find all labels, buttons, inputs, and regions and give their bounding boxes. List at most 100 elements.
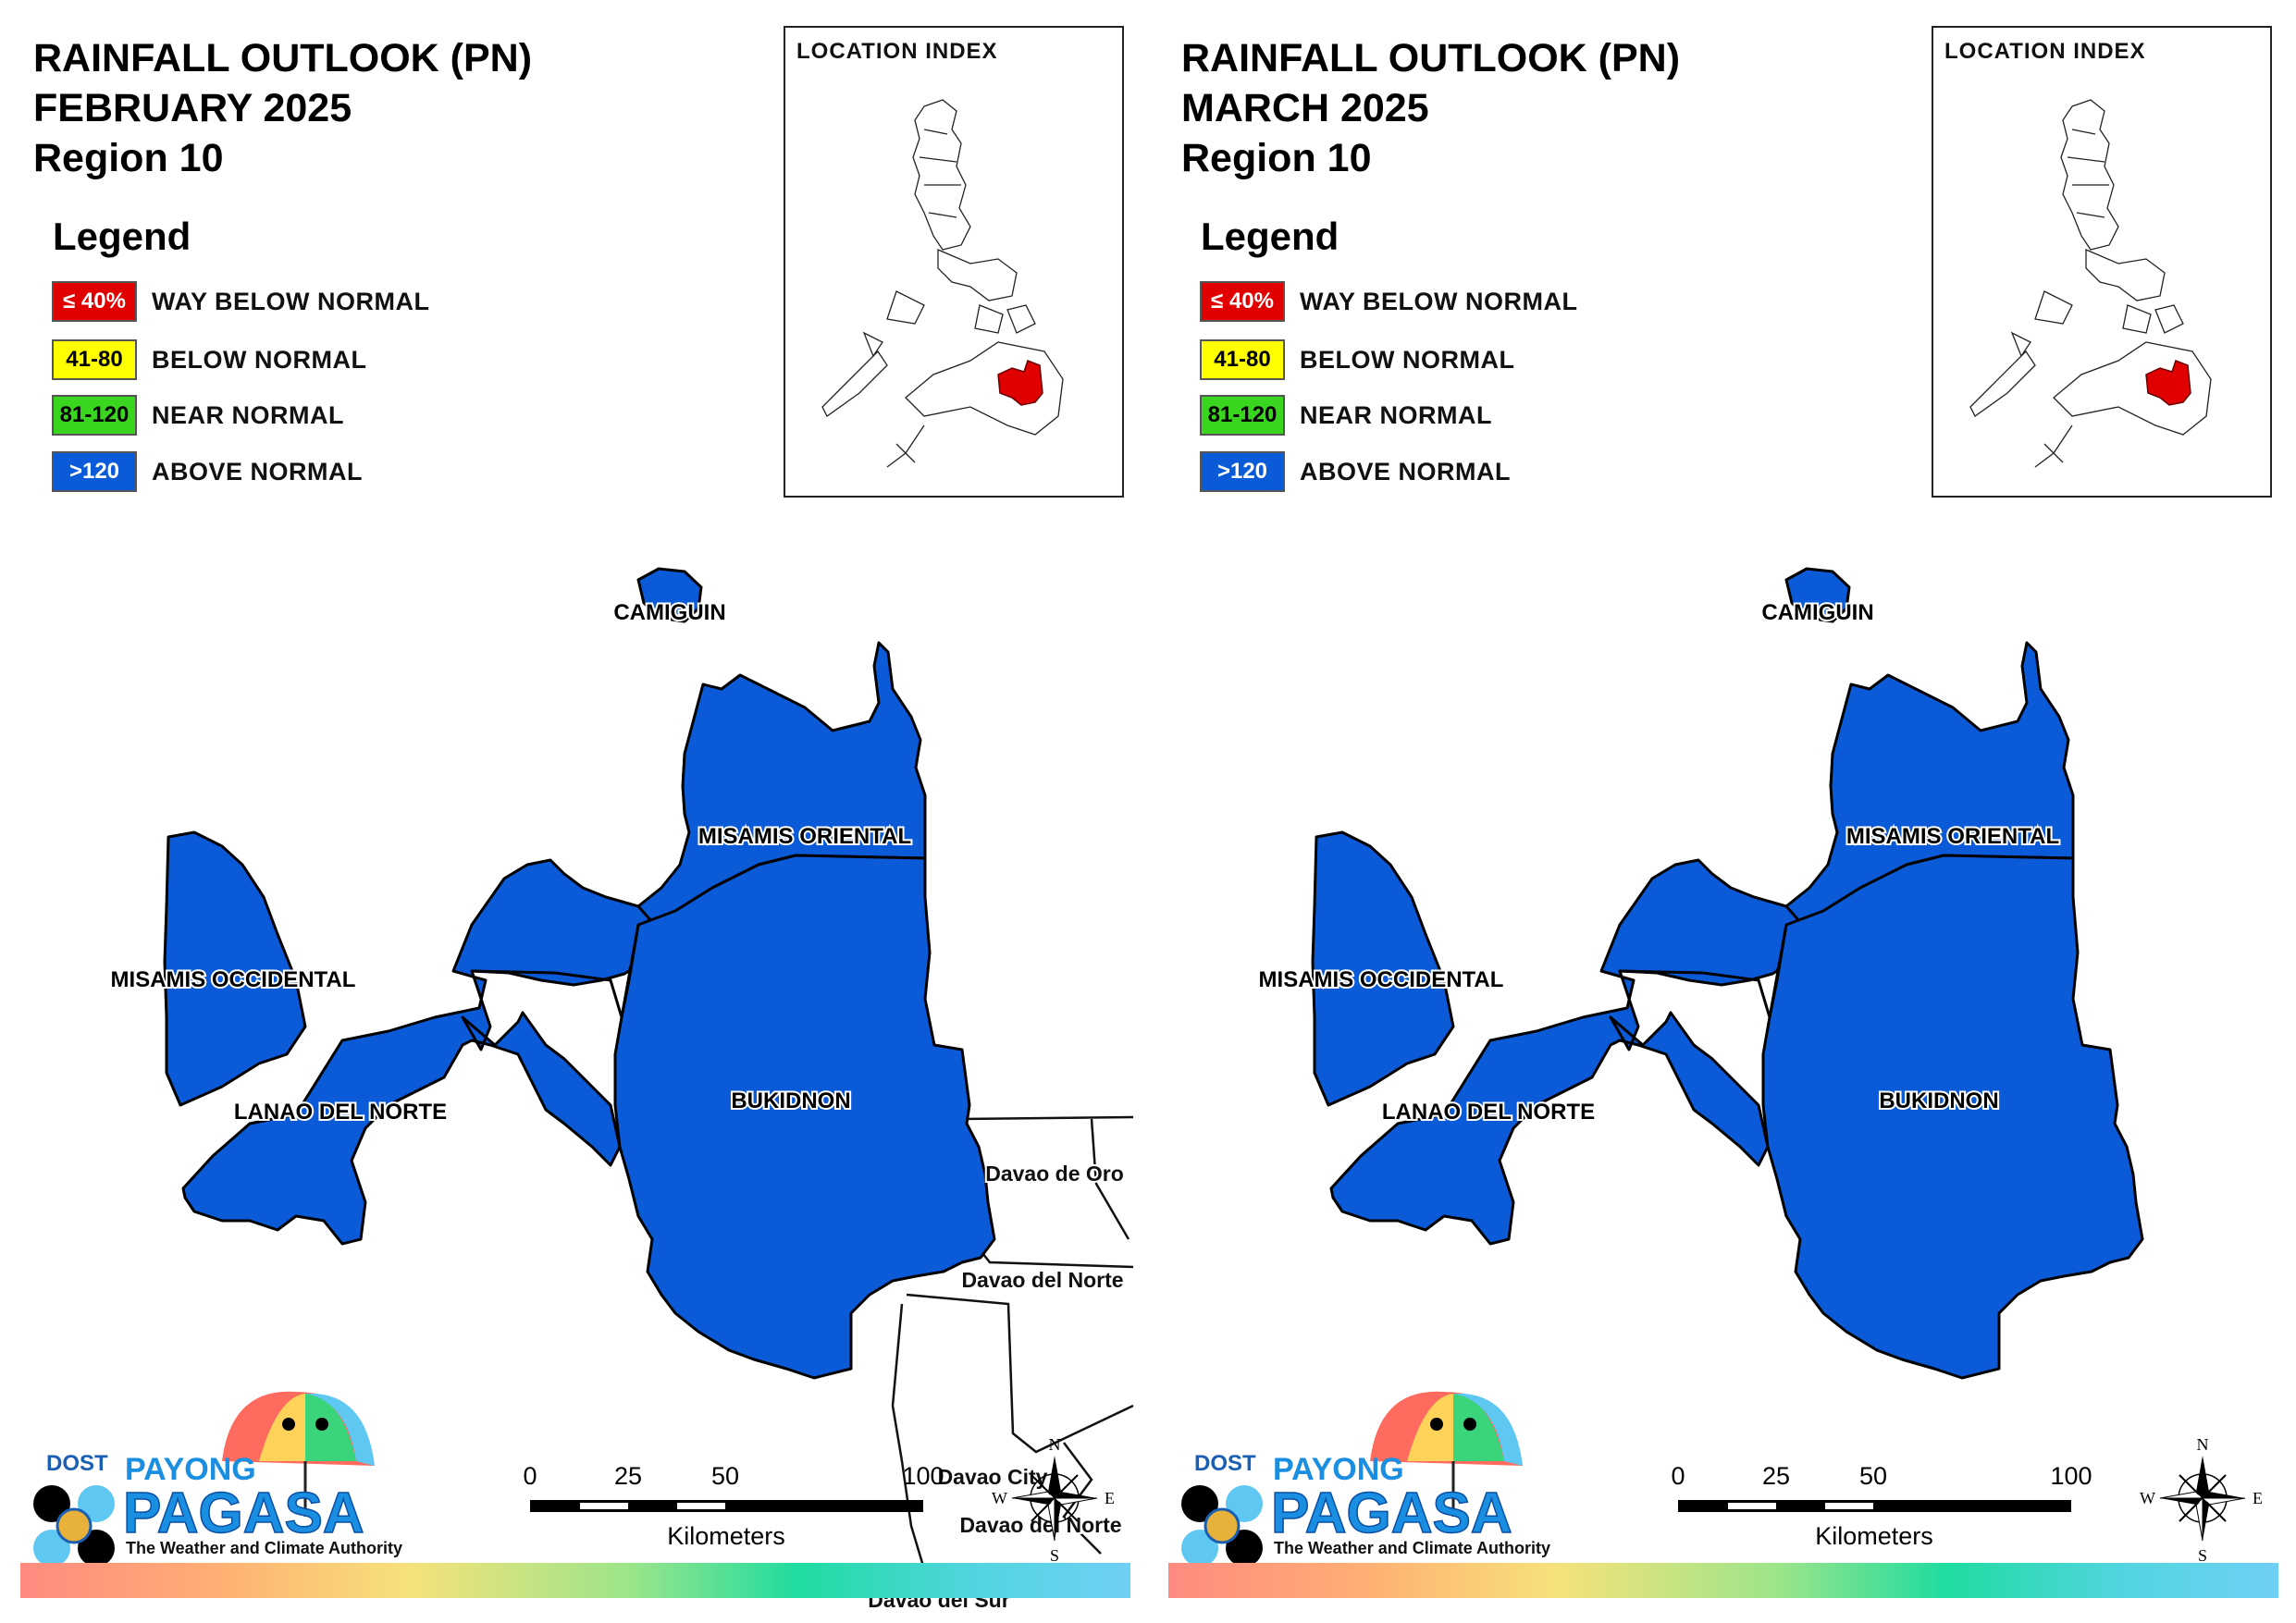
logo-payong: PAYONG xyxy=(125,1452,256,1487)
scale-unit: Kilometers xyxy=(1815,1522,1933,1550)
location-index-inset: LOCATION INDEX xyxy=(1932,26,2272,498)
legend-swatch: ≤ 40% xyxy=(52,281,137,322)
svg-text:S: S xyxy=(1050,1546,1059,1565)
philippines-inset-map xyxy=(821,99,1064,468)
legend-heading: Legend xyxy=(1201,215,1339,258)
location-index-title: LOCATION INDEX xyxy=(796,39,998,64)
legend-swatch: 41-80 xyxy=(1200,339,1285,380)
label-misamis-occidental: MISAMIS OCCIDENTAL xyxy=(1259,967,1504,992)
province-labels: CAMIGUIN MISAMIS ORIENTAL MISAMIS OCCIDE… xyxy=(109,598,914,1126)
label-davao-city: Davao City xyxy=(938,1465,1048,1489)
logo-tagline: The Weather and Climate Authority xyxy=(1274,1539,1550,1557)
province-shapes xyxy=(1311,567,2144,1380)
svg-text:E: E xyxy=(2253,1489,2263,1507)
logo-dost: DOST xyxy=(1194,1451,1256,1476)
scale-tick-100: 100 xyxy=(902,1462,944,1490)
north-arrow-icon: N S E W xyxy=(2140,1435,2263,1565)
legend-item-way-below: ≤ 40% WAY BELOW NORMAL xyxy=(1200,280,1578,323)
bukidnon-shape xyxy=(1761,854,2144,1380)
legend-item-below: 41-80 BELOW NORMAL xyxy=(52,338,366,381)
payong-pagasa-logo: DOST PAYONG PAGASA The Weather and Clima… xyxy=(33,1391,402,1567)
north-arrow-icon: N S E W xyxy=(992,1435,1115,1565)
label-davao-de-oro: Davao de Oro xyxy=(985,1162,1124,1186)
logo-pagasa: PAGASA xyxy=(1271,1482,1512,1545)
province-labels: CAMIGUIN MISAMIS ORIENTAL MISAMIS OCCIDE… xyxy=(1257,598,2062,1126)
svg-text:S: S xyxy=(2198,1546,2207,1565)
payong-pagasa-logo: DOST PAYONG PAGASA The Weather and Clima… xyxy=(1181,1391,1550,1567)
lanao-del-norte-shape xyxy=(181,858,654,1246)
region-10-map: CAMIGUIN MISAMIS ORIENTAL MISAMIS OCCIDE… xyxy=(1181,567,2263,1567)
scale-tick-25: 25 xyxy=(1762,1462,1790,1490)
legend-label: WAY BELOW NORMAL xyxy=(1300,287,1578,315)
scale-bar: 0 25 50 100 Kilometers xyxy=(1671,1462,2092,1550)
legend-label: NEAR NORMAL xyxy=(152,400,344,429)
scale-tick-0: 0 xyxy=(1671,1462,1685,1490)
legend-swatch: 81-120 xyxy=(52,395,137,436)
scale-bar: 0 25 50 100 Kilometers xyxy=(523,1462,944,1550)
legend-label: ABOVE NORMAL xyxy=(152,457,363,486)
location-index-title: LOCATION INDEX xyxy=(1944,39,2146,64)
bukidnon-shape xyxy=(613,854,996,1380)
svg-text:W: W xyxy=(2140,1489,2155,1507)
legend-label: ABOVE NORMAL xyxy=(1300,457,1511,486)
label-camiguin: CAMIGUIN xyxy=(1761,600,1873,625)
location-index-inset: LOCATION INDEX xyxy=(784,26,1124,498)
legend-swatch: >120 xyxy=(52,451,137,492)
legend-item-above: >120 ABOVE NORMAL xyxy=(52,450,363,493)
legend-label: NEAR NORMAL xyxy=(1300,400,1492,429)
logo-payong: PAYONG xyxy=(1273,1452,1404,1487)
region-10-map: CAMIGUIN MISAMIS ORIENTAL MISAMIS OCCIDE… xyxy=(33,567,1134,1614)
camiguin-shape xyxy=(636,567,703,623)
brand-gradient-bar xyxy=(1168,1563,2278,1598)
svg-text:N: N xyxy=(1049,1435,1061,1454)
legend-item-way-below: ≤ 40% WAY BELOW NORMAL xyxy=(52,280,430,323)
map-title: RAINFALL OUTLOOK (PN) MARCH 2025 Region … xyxy=(1181,36,1681,180)
misamis-occidental-shape xyxy=(163,830,307,1107)
label-davao-del-norte: Davao del Norte xyxy=(961,1268,1123,1292)
logo-dost: DOST xyxy=(46,1451,108,1476)
camiguin-shape xyxy=(1784,567,1851,623)
philippines-inset-map xyxy=(1969,99,2212,468)
legend-item-below: 41-80 BELOW NORMAL xyxy=(1200,338,1514,381)
legend-label: BELOW NORMAL xyxy=(152,345,367,374)
misamis-oriental-shape xyxy=(636,641,927,924)
legend-label: BELOW NORMAL xyxy=(1300,345,1515,374)
label-bukidnon: BUKIDNON xyxy=(1879,1088,1998,1113)
label-bukidnon: BUKIDNON xyxy=(731,1088,850,1113)
svg-text:W: W xyxy=(992,1489,1007,1507)
legend-swatch: 41-80 xyxy=(52,339,137,380)
label-misamis-oriental: MISAMIS ORIENTAL xyxy=(1846,824,2059,849)
scale-tick-50: 50 xyxy=(1859,1462,1887,1490)
svg-text:N: N xyxy=(2197,1435,2209,1454)
scale-unit: Kilometers xyxy=(667,1522,785,1550)
scale-tick-25: 25 xyxy=(614,1462,642,1490)
label-misamis-occidental: MISAMIS OCCIDENTAL xyxy=(111,967,356,992)
lanao-del-norte-shape xyxy=(1329,858,1802,1246)
label-misamis-oriental: MISAMIS ORIENTAL xyxy=(698,824,911,849)
outlook-panel-february: RAINFALL OUTLOOK (PN) FEBRUARY 2025 Regi… xyxy=(20,26,1134,1614)
scale-tick-100: 100 xyxy=(2050,1462,2092,1490)
label-davao-del-norte-2: Davao del Norte xyxy=(959,1513,1121,1537)
legend-item-near: 81-120 NEAR NORMAL xyxy=(1200,394,1492,436)
outlook-panel-march: RAINFALL OUTLOOK (PN) MARCH 2025 Region … xyxy=(1148,0,2296,1623)
legend-swatch: ≤ 40% xyxy=(1200,281,1285,322)
label-camiguin: CAMIGUIN xyxy=(613,600,725,625)
legend-heading: Legend xyxy=(53,215,191,258)
brand-gradient-bar xyxy=(20,1563,1130,1598)
label-lanao-del-norte: LANAO DEL NORTE xyxy=(1382,1100,1595,1125)
logo-tagline: The Weather and Climate Authority xyxy=(126,1539,402,1557)
legend-item-above: >120 ABOVE NORMAL xyxy=(1200,450,1511,493)
legend-item-near: 81-120 NEAR NORMAL xyxy=(52,394,344,436)
misamis-oriental-shape xyxy=(1784,641,2075,924)
label-lanao-del-norte: LANAO DEL NORTE xyxy=(234,1100,447,1125)
province-shapes xyxy=(163,567,996,1380)
misamis-occidental-shape xyxy=(1311,830,1455,1107)
svg-text:E: E xyxy=(1105,1489,1115,1507)
legend-swatch: 81-120 xyxy=(1200,395,1285,436)
map-title: RAINFALL OUTLOOK (PN) FEBRUARY 2025 Regi… xyxy=(33,36,533,180)
scale-tick-0: 0 xyxy=(523,1462,537,1490)
logo-pagasa: PAGASA xyxy=(123,1482,364,1545)
legend-swatch: >120 xyxy=(1200,451,1285,492)
legend-label: WAY BELOW NORMAL xyxy=(152,287,430,315)
scale-tick-50: 50 xyxy=(711,1462,739,1490)
